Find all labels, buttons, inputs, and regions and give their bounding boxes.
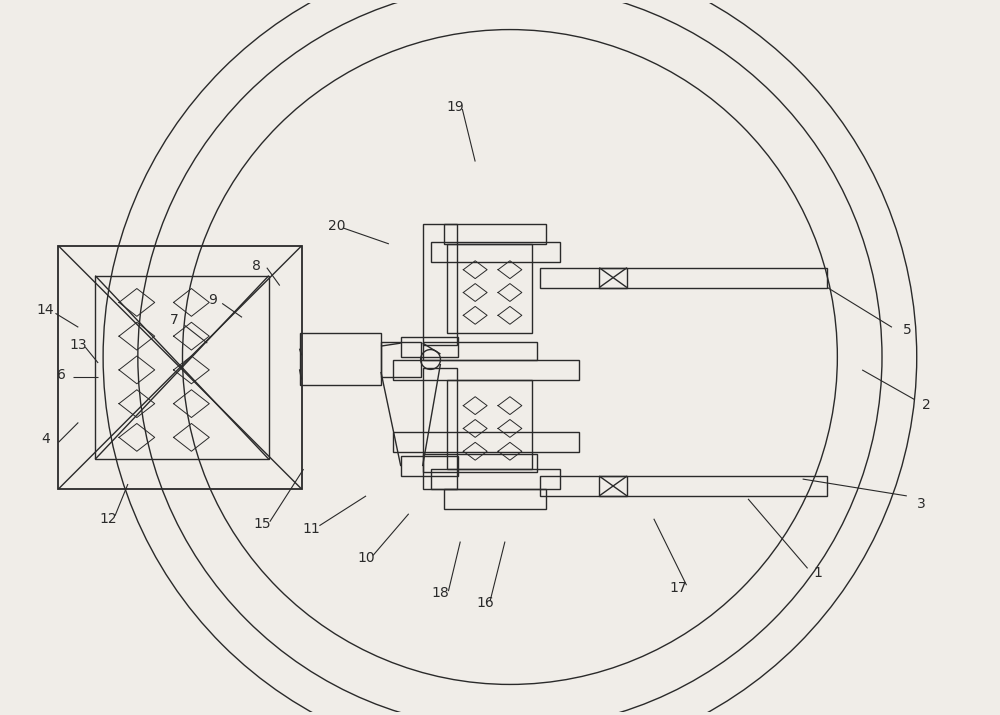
- Bar: [401, 456, 458, 476]
- Text: 15: 15: [253, 517, 271, 531]
- Bar: [444, 224, 546, 244]
- Bar: [599, 267, 627, 287]
- Text: 9: 9: [208, 293, 217, 307]
- Bar: [401, 337, 458, 357]
- Text: 14: 14: [37, 303, 54, 317]
- Bar: [393, 433, 579, 453]
- Text: 16: 16: [476, 596, 494, 610]
- Bar: [423, 368, 457, 489]
- Bar: [95, 276, 269, 459]
- Bar: [58, 246, 302, 489]
- Text: 7: 7: [170, 313, 179, 327]
- Text: 5: 5: [902, 323, 911, 337]
- Bar: [423, 224, 457, 345]
- Bar: [431, 469, 560, 489]
- Text: 2: 2: [922, 398, 931, 412]
- Bar: [444, 489, 546, 509]
- Bar: [540, 476, 827, 496]
- Text: 11: 11: [303, 522, 320, 536]
- Text: 17: 17: [670, 581, 687, 595]
- Bar: [423, 342, 537, 360]
- Bar: [447, 380, 532, 469]
- Text: 19: 19: [446, 100, 464, 114]
- Text: 4: 4: [41, 433, 50, 446]
- Bar: [540, 267, 827, 287]
- Bar: [393, 360, 579, 380]
- Text: 8: 8: [252, 259, 261, 272]
- Text: 12: 12: [99, 512, 117, 526]
- Text: 6: 6: [57, 368, 66, 382]
- Text: 13: 13: [69, 338, 87, 352]
- Text: 20: 20: [328, 219, 345, 233]
- Bar: [431, 242, 560, 262]
- Bar: [447, 244, 532, 333]
- Text: 10: 10: [357, 551, 375, 566]
- Text: 3: 3: [917, 497, 926, 511]
- Text: 1: 1: [813, 566, 822, 581]
- Text: 18: 18: [432, 586, 449, 600]
- Bar: [599, 476, 627, 496]
- Bar: [300, 333, 381, 385]
- Bar: [381, 342, 421, 377]
- Bar: [423, 454, 537, 472]
